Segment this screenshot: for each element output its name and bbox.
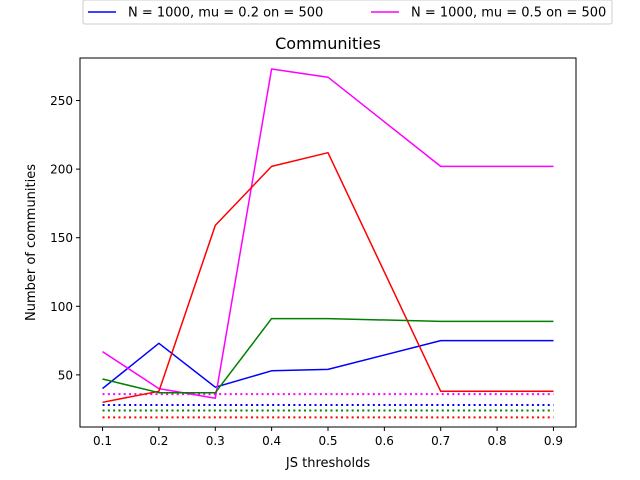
series-line-1: [102, 339, 554, 390]
x-tick-label: 0.5: [318, 434, 337, 448]
series-lines: [102, 68, 554, 419]
legend-label: N = 1000, mu = 0.2 on = 500: [128, 6, 323, 21]
x-tick-label: 0.1: [93, 434, 112, 448]
y-axis-label: Number of communities: [24, 164, 39, 321]
y-tick-label: 50: [58, 368, 73, 382]
x-tick-label: 0.6: [375, 434, 394, 448]
x-tick-label: 0.4: [262, 434, 281, 448]
series-line-4: [102, 317, 554, 394]
legend-box: [82, 0, 613, 25]
chart-title: Communities: [275, 34, 381, 53]
x-tick-label: 0.7: [431, 434, 450, 448]
y-tick-label: 250: [50, 94, 73, 108]
y-tick-label: 100: [50, 300, 73, 314]
y-tick-label: 200: [50, 163, 73, 177]
series-line-2: [102, 68, 554, 399]
plot-background: [80, 58, 576, 427]
x-tick-label: 0.2: [149, 434, 168, 448]
x-axis-label: JS thresholds: [285, 456, 370, 471]
legend: N = 1000, mu = 0.2 on = 500 N = 1000, mu …: [82, 0, 613, 25]
series-line-3: [102, 151, 554, 404]
x-tick-label: 0.8: [488, 434, 507, 448]
legend-label: N = 1000, mu = 0.5 on = 500: [411, 6, 606, 21]
y-tick-label: 150: [50, 231, 73, 245]
x-axis-ticks: 0.1 0.2 0.3 0.4 0.5 0.6 0.7 0.8 0.9: [93, 427, 563, 448]
x-tick-label: 0.3: [206, 434, 225, 448]
y-axis-ticks: 50 100 150 200 250: [50, 94, 80, 382]
x-tick-label: 0.9: [544, 434, 563, 448]
